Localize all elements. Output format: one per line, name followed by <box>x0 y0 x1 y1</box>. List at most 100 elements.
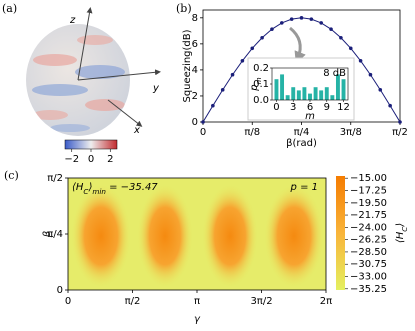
annotation-part: = −35.47 <box>106 182 158 193</box>
colorbar-tick-label: −26.25 <box>350 235 387 246</box>
x-tick-label: 9 <box>324 102 330 113</box>
heatmap-colorbar <box>336 176 345 290</box>
axis-label: x <box>133 125 140 136</box>
bar <box>341 79 346 100</box>
bar <box>319 90 324 100</box>
marker <box>329 27 333 31</box>
marker <box>388 103 392 108</box>
y-tick-label: 6 <box>192 39 198 50</box>
x-tick-label: π/4 <box>294 127 310 138</box>
colorbar-label-part: ⟨H <box>395 231 406 243</box>
y-tick-label: π/2 <box>47 173 63 184</box>
y-tick-label: 0.0 <box>253 95 269 106</box>
sphere <box>26 7 161 136</box>
axis-label: z <box>69 15 76 26</box>
heatmap-blobs <box>71 184 324 288</box>
axis-label: y <box>152 83 160 94</box>
arrow <box>289 26 306 64</box>
x-tick-label: π/2 <box>125 296 141 307</box>
panel-label: (a) <box>2 2 17 15</box>
panel-label: (c) <box>4 169 19 182</box>
y-axis-label: pm <box>249 77 263 91</box>
marker <box>289 17 294 21</box>
marker <box>358 58 363 63</box>
marker <box>279 21 284 25</box>
x-tick-label: 3π/2 <box>250 296 272 307</box>
x-tick-label: π/2 <box>392 127 408 138</box>
marker <box>348 46 353 51</box>
x-axis-label: β(rad) <box>286 138 317 149</box>
marker <box>201 120 205 124</box>
x-tick-label: 0 <box>273 102 279 113</box>
colorbar-tick-label: −35.25 <box>350 284 387 295</box>
colorbar-label-part: ⟩ <box>395 223 406 228</box>
marker <box>339 35 343 40</box>
colorbar-tick-label: −19.50 <box>350 198 387 209</box>
bar <box>302 87 307 100</box>
bar <box>280 74 285 100</box>
marker <box>368 72 373 77</box>
marker <box>398 120 402 124</box>
marker <box>211 103 215 108</box>
colorbar-tick-label: −21.75 <box>350 210 387 221</box>
sphere-colorbar <box>64 139 118 150</box>
y-tick-label: 2 <box>192 91 198 102</box>
y-tick-label: 0 <box>57 285 63 296</box>
bar <box>285 95 290 100</box>
bar <box>296 90 301 100</box>
bar <box>308 93 312 100</box>
colorbar-tick-label: −24.00 <box>350 222 387 233</box>
colorbar-tick-label: 2 <box>107 154 113 165</box>
y-tick-label: 0 <box>192 117 198 128</box>
bar <box>313 87 318 100</box>
marker <box>378 88 383 92</box>
colorbar-tick-label: −33.00 <box>350 272 387 283</box>
colorbar-tick-label: −17.25 <box>350 185 387 196</box>
annotation: ⟨HC⟩min = −35.47 <box>72 182 158 196</box>
annotation: p = 1 <box>290 182 318 193</box>
marker <box>270 27 274 31</box>
colorbar-tick-label: −28.50 <box>350 247 387 258</box>
x-tick-label: 2π <box>320 296 332 307</box>
x-tick-label: π <box>194 296 200 307</box>
marker <box>319 21 324 25</box>
bar <box>324 87 329 100</box>
marker <box>260 35 264 40</box>
marker <box>230 72 235 77</box>
colorbar-tick-label: −30.75 <box>350 259 387 270</box>
annotation: 8 dB <box>323 68 346 79</box>
x-tick-label: 12 <box>337 102 350 113</box>
bar <box>274 79 279 100</box>
x-tick-label: 0 <box>200 127 206 138</box>
x-tick-label: 3π/8 <box>340 127 362 138</box>
x-tick-label: 3 <box>290 102 296 113</box>
x-tick-label: 6 <box>307 102 313 113</box>
marker <box>220 88 225 92</box>
y-axis-label-part: p <box>249 84 260 91</box>
y-tick-label: 8 <box>192 13 198 24</box>
panel-label: (b) <box>176 2 192 15</box>
y-axis-label: Squeezing(dB) <box>182 29 193 102</box>
x-tick-label: π/8 <box>244 127 260 138</box>
colorbar-label-part: C <box>400 227 409 232</box>
annotation-part: ⟨H <box>72 182 84 193</box>
x-tick-label: 0 <box>65 296 71 307</box>
annotation-part: C <box>83 187 88 196</box>
bar <box>291 87 296 100</box>
marker <box>250 46 255 51</box>
annotation-part: min <box>92 187 106 196</box>
marker <box>299 16 304 20</box>
y-axis-label: β <box>42 230 53 238</box>
marker <box>309 17 314 21</box>
annotation-part: ⟩ <box>87 182 92 193</box>
colorbar-tick-label: 0 <box>88 154 94 165</box>
x-axis-label: γ <box>194 314 201 325</box>
y-tick-label: 0.1 <box>253 79 269 90</box>
colorbar-tick-label: −15.00 <box>350 173 387 184</box>
y-tick-label: π/4 <box>47 229 63 240</box>
y-axis-label-part: m <box>254 77 263 84</box>
bar <box>330 95 335 100</box>
colorbar-label: ⟨HC⟩ <box>395 223 409 243</box>
bar <box>335 74 340 100</box>
